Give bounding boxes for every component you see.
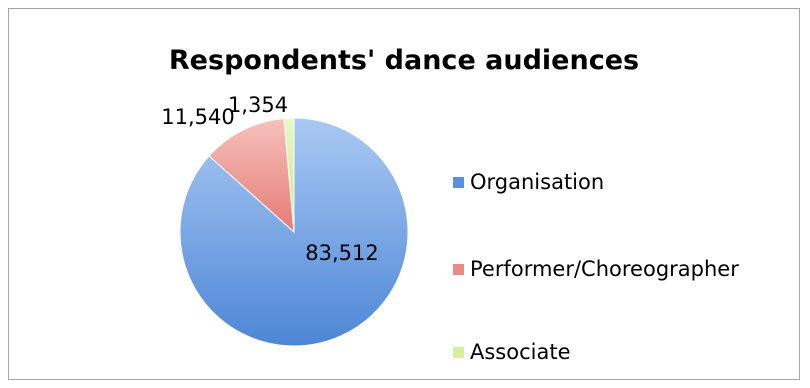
legend-item-associate: Associate: [453, 338, 571, 366]
pie-slice-performer-choreographer: [208, 117, 295, 234]
pie-slice-associate: [283, 117, 295, 233]
legend-swatch-performer-choreographer: [453, 263, 464, 275]
legend-label-performer-choreographer: Performer/Choreographer: [470, 257, 739, 281]
legend-swatch-associate: [453, 346, 464, 358]
legend-item-performer-choreographer: Performer/Choreographer: [453, 255, 739, 283]
legend-swatch-organisation: [453, 176, 464, 188]
data-label-organisation: 83,512: [305, 241, 378, 265]
data-label-performer-choreographer: 11,540: [161, 105, 234, 129]
chart-title: Respondents' dance audiences: [168, 45, 640, 76]
legend-label-organisation: Organisation: [470, 170, 605, 194]
legend-label-associate: Associate: [470, 340, 571, 364]
chart-frame: Respondents' dance audiences: [8, 8, 800, 380]
data-label-associate: 1,354: [228, 93, 288, 117]
legend-item-organisation: Organisation: [453, 168, 604, 196]
